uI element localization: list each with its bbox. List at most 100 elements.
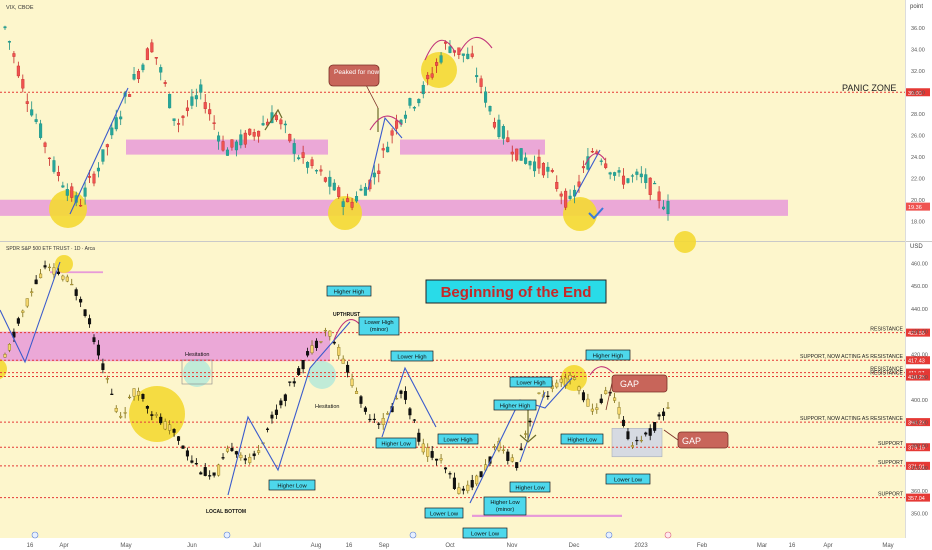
spy-trend-line	[519, 391, 546, 463]
vix-arrow	[264, 108, 283, 131]
spy-candle-body	[577, 386, 581, 391]
structure-label-box	[462, 527, 508, 539]
vix-trend-line	[69, 87, 129, 215]
time-axis-bg	[0, 538, 932, 550]
vix-candle-body	[613, 172, 617, 176]
spy-candle-body	[123, 412, 127, 414]
vix-candle-body	[417, 98, 421, 104]
level-label: SUPPORT	[878, 460, 904, 466]
vix-candle-body	[537, 156, 541, 169]
vix-candle-body	[488, 106, 492, 112]
spy-candle-body	[359, 396, 363, 404]
level-lines-layer: 30.00 19.36 429.56 RESISTANCE 417.43 SUPPORT,…	[0, 88, 930, 502]
level-label: SUPPORT	[878, 441, 904, 447]
spy-candle-body	[194, 463, 198, 465]
time-axis-label: Apr	[59, 543, 68, 549]
spy-candle-body	[21, 310, 25, 313]
spy-candle-body	[590, 408, 594, 412]
vix-candle-body	[630, 175, 634, 177]
spy-candle-body	[83, 309, 87, 316]
vix-candle-body	[323, 177, 327, 182]
vix-candle-body	[132, 74, 136, 80]
vix-candle-body	[372, 172, 376, 178]
price-tag	[906, 356, 930, 365]
vix-candle-body	[644, 174, 648, 183]
vix-candle-body	[110, 127, 114, 136]
vix-candle-body	[101, 149, 105, 162]
spy-candle-body	[234, 451, 238, 455]
price-tag-text: 417.43	[908, 359, 925, 365]
spy-candle-body	[421, 443, 425, 453]
spy-candle-body	[177, 436, 181, 441]
vix-candle-body	[354, 196, 359, 202]
vix-candle-body	[301, 152, 305, 158]
vix-candle-body	[61, 185, 65, 188]
note-pointer	[364, 82, 379, 109]
price-tag-text: 379.19	[908, 446, 925, 452]
spy-candle-body	[537, 392, 541, 394]
vix-candle-body	[203, 102, 207, 109]
vix-candle-body	[657, 191, 661, 201]
gap-label-2: GAP	[682, 436, 701, 446]
time-axis-label: Feb	[697, 543, 708, 549]
spy-tick-label: 380.00	[911, 443, 928, 449]
vix-candle-body	[621, 175, 626, 185]
spy-candle-body	[492, 446, 496, 448]
spy-candle-body	[524, 433, 528, 435]
vix-candle-body	[564, 190, 568, 208]
vix-candle-body	[217, 135, 221, 142]
vix-candle-body	[25, 101, 29, 104]
spy-candle-body	[528, 420, 532, 423]
vix-candle-body	[288, 134, 292, 142]
vix-candle-body	[279, 119, 283, 125]
event-marker	[223, 531, 231, 539]
time-axis-label: 16	[346, 543, 353, 549]
vix-candle-body	[390, 130, 394, 136]
spy-candle-body	[43, 265, 47, 268]
structure-label: Higher High	[593, 354, 624, 360]
vix-candle-body	[541, 162, 545, 176]
spy-candle-body	[114, 408, 118, 412]
vix-mid-zone	[400, 139, 545, 155]
spy-candle-body	[479, 471, 483, 478]
spy-candle-body	[7, 344, 11, 351]
time-axis-label: Apr	[823, 543, 832, 549]
spy-candle-body	[110, 393, 114, 395]
spy-candle-body	[203, 467, 207, 476]
vix-candle-body	[181, 115, 185, 119]
time-axis-label: 16	[27, 543, 34, 549]
vix-candle-body	[292, 143, 296, 154]
level-label: SUPPORT, NOW ACTING AS RESISTANCE	[800, 416, 904, 422]
spy-candle-body	[119, 415, 123, 418]
spy-candle-body	[145, 406, 149, 409]
spy-candle-body	[581, 392, 585, 401]
spy-candle-body	[604, 390, 608, 395]
spy-candle-body	[430, 451, 434, 458]
vix-candle-body	[461, 53, 465, 56]
spy-candle-body	[328, 330, 332, 337]
spy-tick-label: 430.00	[911, 330, 928, 336]
spy-candle-body	[501, 449, 505, 451]
spy-candle-body	[506, 451, 510, 461]
spy-candle-body	[408, 408, 412, 416]
vix-candle-body	[185, 107, 189, 111]
vix-candle-body	[430, 73, 434, 78]
spy-candle-body	[653, 422, 657, 431]
gap-label-1: GAP	[620, 379, 639, 389]
spy-top-zone	[50, 271, 103, 274]
spy-candle-body	[136, 391, 141, 396]
spy-candle-body	[617, 407, 621, 415]
spy-candle-body	[265, 428, 270, 430]
spy-candle-body	[466, 484, 470, 492]
vix-candle-body	[310, 159, 314, 166]
structure-label-box	[375, 437, 417, 449]
spy-candle-body	[279, 400, 283, 406]
vix-candle-body	[16, 65, 20, 77]
spy-candle-body	[185, 450, 189, 457]
time-axis-label: Mar	[757, 543, 767, 549]
peaked-note-box	[328, 64, 380, 87]
vix-candle-body	[248, 128, 252, 135]
vix-candle-body	[519, 148, 523, 161]
time-axis-label: Oct	[445, 543, 455, 549]
